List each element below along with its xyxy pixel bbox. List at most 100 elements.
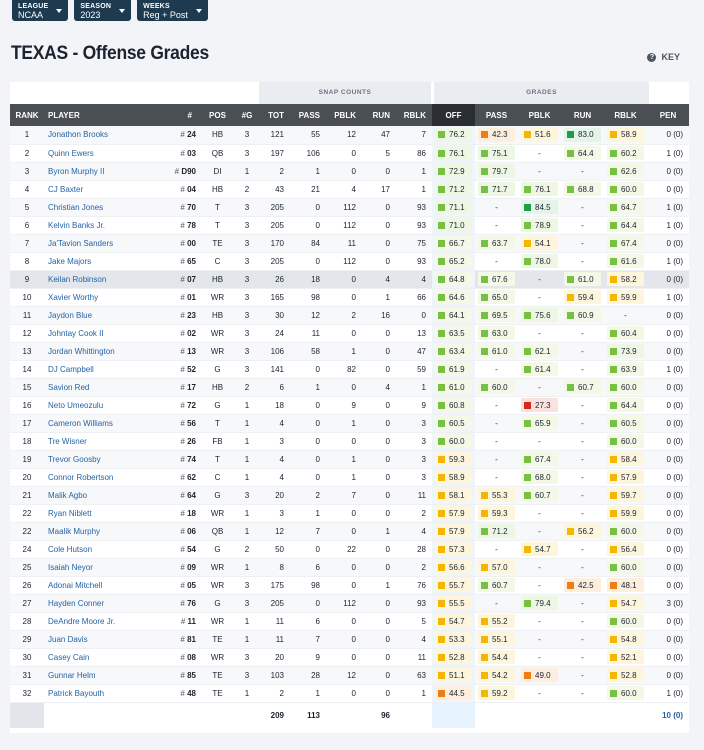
table-row[interactable]: 22 Maalik Murphy # 06 QB 1 12 7 0 1 4 57.9 71.2-56.… [10,522,689,541]
rank-cell: 26 [10,576,44,595]
col-header-grade-pass[interactable]: PASS [475,104,518,126]
table-row[interactable]: 27 Hayden Conner # 76 G 3 205 0 112 0 93 55.5-79.4… [10,594,689,613]
filter-season[interactable]: SEASON 2023 [74,0,132,21]
player-link[interactable]: Savion Red [44,378,160,397]
table-row[interactable]: 31 Gunnar Helm # 85 TE 3 103 28 12 0 63 51.1 54.2 49… [10,666,689,685]
table-row[interactable]: 17 Cameron Williams # 56 T 1 4 0 1 0 3 60.5-65.9-6… [10,414,689,433]
col-header-player[interactable]: PLAYER [44,104,160,126]
table-row[interactable]: 29 Juan Davis # 81 TE 1 11 7 0 0 4 53.3 55.1- -54.8 0… [10,630,689,649]
games-cell: 1 [235,612,259,631]
player-link[interactable]: Jaydon Blue [44,306,160,325]
player-link[interactable]: Gunnar Helm [44,666,160,685]
col-header-grade-off[interactable]: OFF [432,104,475,126]
grade-pill: 78.9 [521,218,558,232]
table-row[interactable]: 20 Connor Robertson # 62 C 1 4 0 1 0 3 58.9-68.0-5… [10,468,689,487]
col-header-games[interactable]: #G [235,104,259,126]
table-row[interactable]: 32 Patrick Bayouth # 48 TE 1 2 1 0 0 1 44.5 59.2- -6… [10,684,689,703]
player-link[interactable]: Ryan Niblett [44,504,160,523]
player-link[interactable]: Casey Cain [44,648,160,667]
table-row[interactable]: 30 Casey Cain # 08 WR 3 20 9 0 0 11 52.8 54.4- -52.1… [10,648,689,667]
rank-cell: 16 [10,396,44,415]
key-button[interactable]: ? KEY [647,52,680,62]
grade-value: 54.8 [621,634,637,644]
player-link[interactable]: CJ Baxter [44,180,160,199]
player-link[interactable]: DJ Campbell [44,360,160,379]
player-link[interactable]: Christian Jones [44,198,160,217]
col-header-penalties[interactable]: PEN [647,104,689,126]
col-header-snaps-total[interactable]: TOT [259,104,290,126]
col-header-position[interactable]: POS [200,104,235,126]
table-row[interactable]: 11 Jaydon Blue # 23 HB 3 30 12 2 16 0 64.1 69.5 75.6… [10,306,689,325]
table-row[interactable]: 16 Neto Umeozulu # 72 G 1 18 0 9 0 9 60.8-27.3-64.… [10,396,689,415]
table-row[interactable]: 6 Kelvin Banks Jr. # 78 T 3 205 0 112 0 93 71.0-78… [10,216,689,235]
player-link[interactable]: Neto Umeozulu [44,396,160,415]
table-row[interactable]: 4 CJ Baxter # 04 HB 2 43 21 4 17 1 71.2 71.7 76.1 68.… [10,180,689,199]
player-link[interactable]: Juan Davis [44,630,160,649]
player-link[interactable]: Jake Majors [44,252,160,271]
player-link[interactable]: Keilan Robinson [44,270,160,289]
player-link[interactable]: Johntay Cook II [44,324,160,343]
table-row[interactable]: 25 Isaiah Neyor # 09 WR 1 8 6 0 0 2 56.6 57.0- -60.0… [10,558,689,577]
table-row[interactable]: 21 Malik Agbo # 64 G 3 20 2 7 0 11 58.1 55.3 60.7-59… [10,486,689,505]
grade-square-icon [610,203,617,211]
player-link[interactable]: Cameron Williams [44,414,160,433]
table-row[interactable]: 1 Jonathon Brooks # 24 HB 3 121 55 12 47 7 76.2 42.… [10,126,689,145]
table-row[interactable]: 9 Keilan Robinson # 07 HB 3 26 18 0 4 4 64.8 67.6-6… [10,270,689,289]
col-header-grade-run[interactable]: RUN [561,104,604,126]
hash-symbol: # [180,310,188,320]
table-row[interactable]: 19 Trevor Goosby # 74 T 1 4 0 1 0 3 59.3-67.4-58.4… [10,450,689,469]
player-link[interactable]: Jonathon Brooks [44,126,160,145]
col-header-snaps-pass[interactable]: PASS [290,104,326,126]
player-link[interactable]: DeAndre Moore Jr. [44,612,160,631]
player-link[interactable]: Ja'Tavion Sanders [44,234,160,253]
table-row[interactable]: 26 Adonai Mitchell # 05 WR 3 175 98 0 1 76 55.7 60.… [10,576,689,595]
player-link[interactable]: Xavier Worthy [44,288,160,307]
table-row[interactable]: 10 Xavier Worthy # 01 WR 3 165 98 0 1 66 64.6 65.0-… [10,288,689,307]
player-link[interactable]: Malik Agbo [44,486,160,505]
player-link[interactable]: Cole Hutson [44,540,160,559]
col-header-snaps-run[interactable]: RUN [362,104,396,126]
player-link[interactable]: Kelvin Banks Jr. [44,216,160,235]
player-link[interactable]: Maalik Murphy [44,522,160,541]
player-link[interactable]: Hayden Conner [44,594,160,613]
col-header-number[interactable]: # [160,104,200,126]
table-row[interactable]: 18 Tre Wisner # 26 FB 1 3 0 0 0 3 60.0- - -60.0 0 (0) [10,432,689,451]
player-link[interactable]: Byron Murphy II [44,162,160,181]
table-row[interactable]: 5 Christian Jones # 70 T 3 205 0 112 0 93 71.1-84.… [10,198,689,217]
table-row[interactable]: 12 Johntay Cook II # 02 WR 3 24 11 0 0 13 63.5 63.0… [10,324,689,343]
player-link[interactable]: Isaiah Neyor [44,558,160,577]
table-row[interactable]: 14 DJ Campbell # 52 G 3 141 0 82 0 59 61.9-61.4-63… [10,360,689,379]
filter-league[interactable]: LEAGUE NCAA [12,0,69,21]
table-row[interactable]: 28 DeAndre Moore Jr. # 11 WR 1 11 6 0 0 5 54.7 55.2… [10,612,689,631]
table-row[interactable]: 7 Ja'Tavion Sanders # 00 TE 3 170 84 11 0 75 66.7 6… [10,234,689,253]
table-row[interactable]: 13 Jordan Whittington # 13 WR 3 106 58 1 0 47 63.4… [10,342,689,361]
col-header-grade-pblk[interactable]: PBLK [518,104,561,126]
table-row[interactable]: 22 Ryan Niblett # 18 WR 1 3 1 0 0 2 57.9 59.3- -59.9… [10,504,689,523]
grade-grun-cell: - [561,234,604,253]
col-header-snaps-pblk[interactable]: PBLK [326,104,362,126]
snap-run-cell: 5 [362,144,396,163]
player-link[interactable]: Patrick Bayouth [44,684,160,703]
table-row[interactable]: 24 Cole Hutson # 54 G 2 50 0 22 0 28 57.3-54.7-56.… [10,540,689,559]
player-link[interactable]: Quinn Ewers [44,144,160,163]
col-header-rank[interactable]: RANK [10,104,44,126]
games-cell: 1 [235,432,259,451]
snap-rblk-cell: 0 [396,306,432,325]
table-row[interactable]: 3 Byron Murphy II # D90 DI 1 2 1 0 0 1 72.9 79.7- -6… [10,162,689,181]
filter-weeks[interactable]: WEEKS Reg + Post [137,0,208,21]
table-row[interactable]: 2 Quinn Ewers # 03 QB 3 197 106 0 5 86 76.1 75.1-64… [10,144,689,163]
grade-value: 55.7 [449,580,465,590]
col-header-snaps-rblk[interactable]: RBLK [396,104,432,126]
player-link[interactable]: Adonai Mitchell [44,576,160,595]
total-pen[interactable]: 10 (0) [647,701,689,728]
player-link[interactable]: Jordan Whittington [44,342,160,361]
table-row[interactable]: 15 Savion Red # 17 HB 2 6 1 0 4 1 61.0 60.0-60.7 60.… [10,378,689,397]
table-row[interactable]: 8 Jake Majors # 65 C 3 205 0 112 0 93 65.2-78.0-61… [10,252,689,271]
player-link[interactable]: Connor Robertson [44,468,160,487]
player-link[interactable]: Tre Wisner [44,432,160,451]
grade-grblk-cell: 67.4 [604,234,647,253]
grade-gpass-cell: 59.3 [475,504,518,523]
player-link[interactable]: Trevor Goosby [44,450,160,469]
jersey-cell: # 48 [160,684,200,703]
col-header-grade-rblk[interactable]: RBLK [604,104,647,126]
